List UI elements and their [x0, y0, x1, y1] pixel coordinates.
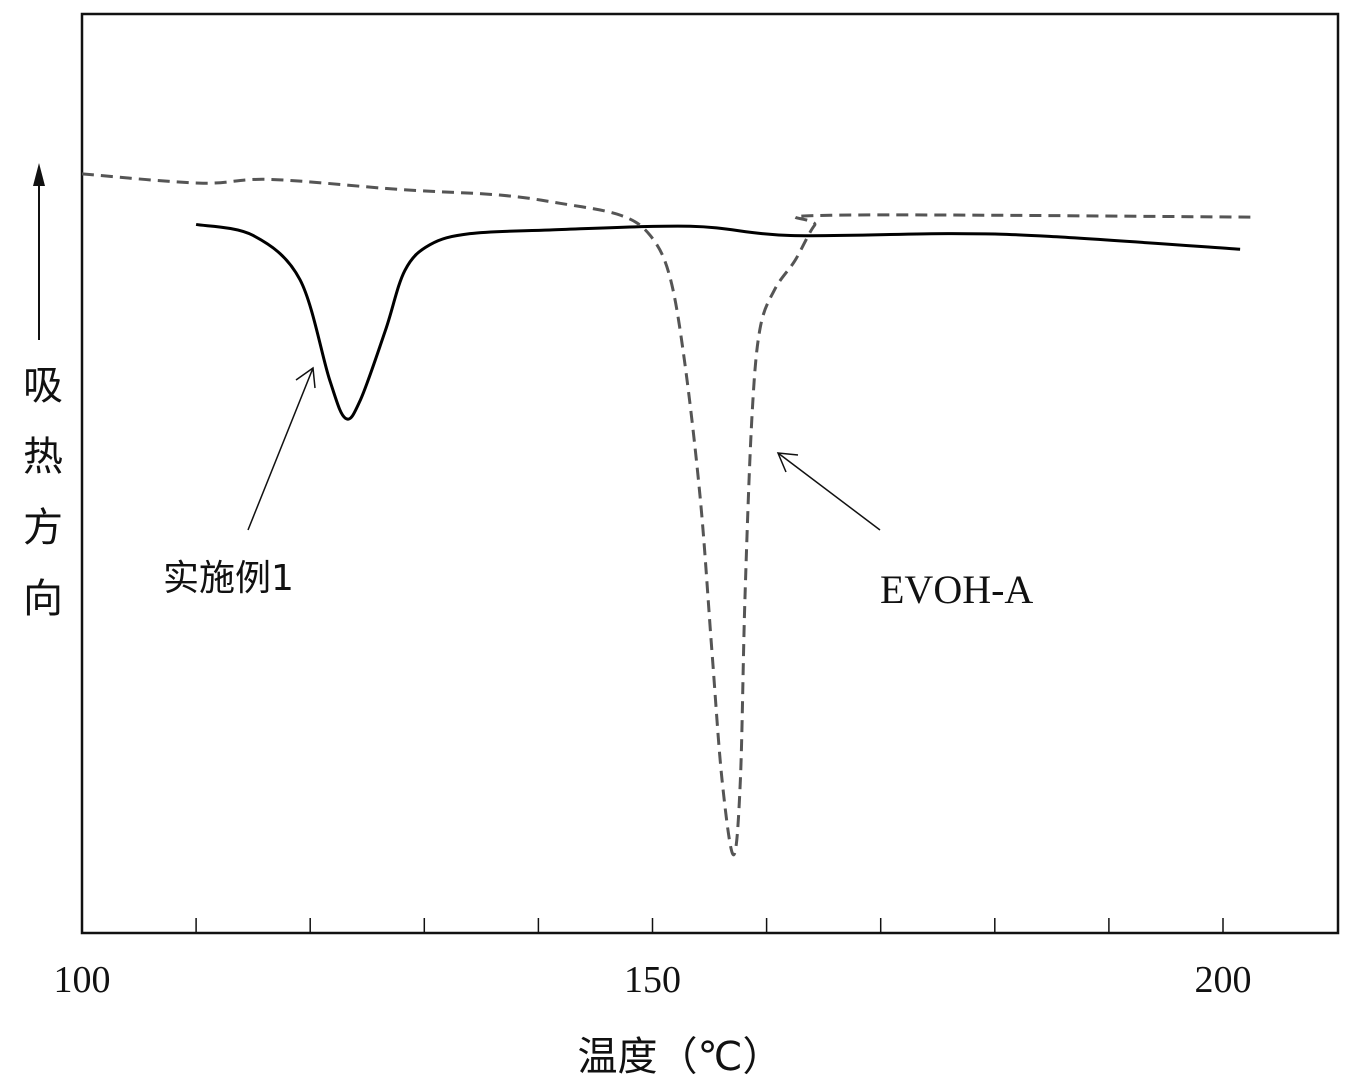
series-line-example1	[195, 222, 1241, 421]
annotation-evoh-a: EVOH-A	[880, 567, 1033, 612]
annotation-arrow-example1	[247, 367, 314, 531]
series-line-evoh-a	[81, 172, 1251, 857]
annotation-example1: 实施例1	[163, 558, 294, 599]
arrowhead-icon	[295, 366, 316, 389]
arrow-up-icon	[33, 163, 45, 186]
x-tick-label: 200	[1195, 959, 1252, 1001]
x-tick-label: 150	[624, 959, 681, 1001]
x-tick-label: 100	[54, 959, 111, 1001]
plot-frame	[80, 12, 1340, 935]
arrowhead-icon	[776, 452, 799, 473]
annotation-arrow-evoh	[777, 452, 881, 531]
y-axis-label: 吸热方向	[16, 364, 62, 648]
x-axis-label: 温度（℃）	[578, 1034, 783, 1080]
